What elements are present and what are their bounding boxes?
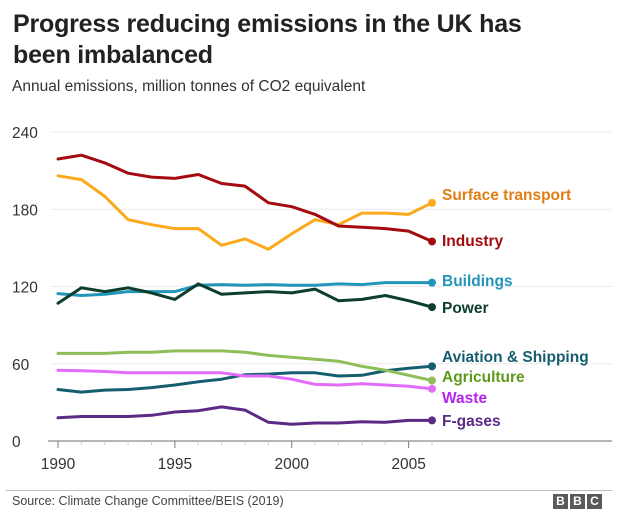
series-end-point	[428, 278, 436, 287]
bbc-logo-letter: B	[553, 494, 568, 509]
chart-subtitle: Annual emissions, million tonnes of CO2 …	[12, 78, 366, 95]
line-chart: 0 60 120 180 240 1990 1995 2000 2005 Surface tr…	[12, 125, 612, 473]
series-label: Agriculture	[442, 369, 525, 386]
x-tick-label: 1995	[158, 456, 192, 473]
y-axis: 0 60 120 180 240	[12, 125, 38, 451]
series-end-point	[428, 362, 436, 371]
footer-divider	[6, 490, 612, 491]
series-end-point	[428, 237, 436, 246]
series-line-f-gases	[56, 405, 434, 426]
series-labels: Surface transport Industry Buildings Power A…	[442, 187, 589, 430]
series-end-point	[428, 416, 436, 425]
series-label: Aviation & Shipping	[442, 349, 589, 366]
series-line-agriculture	[56, 349, 434, 382]
x-tick-label: 1990	[41, 456, 76, 473]
series-end-point	[428, 376, 436, 385]
series-line-waste	[56, 368, 434, 391]
bbc-logo: B B C	[553, 494, 602, 509]
series-label: Power	[442, 300, 489, 317]
series-line-surface-transport	[56, 174, 434, 251]
chart-title: Progress reducing emissions in the UK ha…	[13, 10, 522, 69]
series-label: F-gases	[442, 413, 501, 430]
x-tick-label: 2000	[275, 456, 310, 473]
series-label: Waste	[442, 390, 487, 407]
series-line-power	[56, 282, 434, 309]
series-label: Surface transport	[442, 187, 571, 204]
y-tick-label: 60	[12, 357, 30, 374]
series-end-point	[428, 303, 436, 312]
series-end-point	[428, 198, 436, 207]
series-lines	[56, 153, 436, 426]
series-label: Buildings	[442, 273, 513, 290]
y-tick-label: 180	[12, 202, 38, 219]
source-note: Source: Climate Change Committee/BEIS (2…	[12, 494, 284, 508]
x-tick-label: 2005	[391, 456, 425, 473]
series-line-buildings	[56, 281, 434, 297]
series-end-point	[428, 384, 436, 393]
bbc-logo-letter: B	[570, 494, 585, 509]
y-tick-label: 120	[12, 280, 38, 297]
series-line-industry	[56, 153, 434, 243]
y-tick-label: 240	[12, 125, 38, 142]
series-line-aviation-shipping	[56, 364, 434, 394]
gridlines	[50, 131, 612, 365]
x-axis: 1990 1995 2000 2005	[41, 440, 612, 473]
y-tick-label: 0	[12, 434, 21, 451]
series-label: Industry	[442, 233, 504, 250]
bbc-logo-letter: C	[587, 494, 602, 509]
